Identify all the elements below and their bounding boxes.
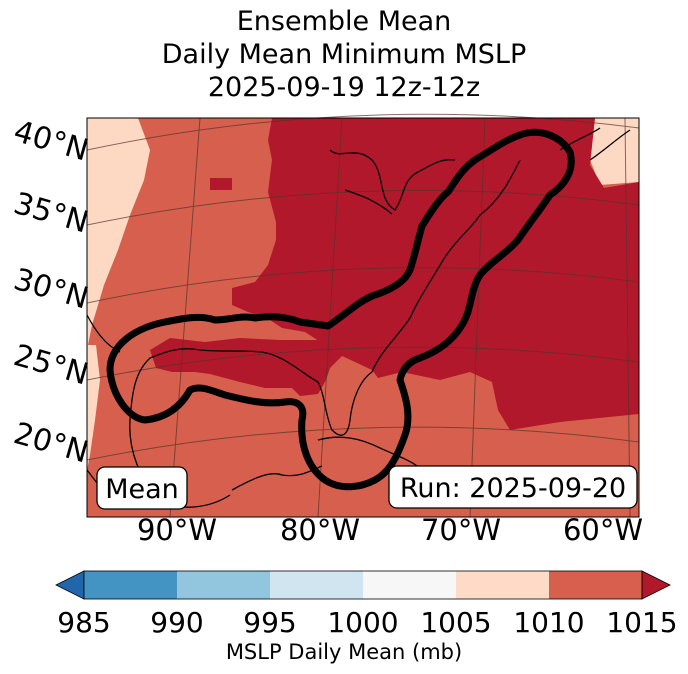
mean-box: Mean <box>96 466 188 510</box>
colorbar-bin-985-990 <box>84 571 177 599</box>
lon-label-60w: 60°W <box>563 513 643 547</box>
colorbar-extend-low <box>55 570 85 600</box>
colorbar <box>55 570 671 600</box>
colorbar-bin-995-1000 <box>270 571 363 599</box>
colorbar-label: MSLP Daily Mean (mb) <box>225 640 463 664</box>
field-1005-1010-northeast <box>590 118 639 185</box>
title-line-2: Daily Mean Minimum MSLP <box>161 39 527 70</box>
colorbar-tick-1000: 1000 <box>327 606 399 639</box>
colorbar-tick-1005: 1005 <box>420 606 492 639</box>
colorbar-tick-990: 990 <box>150 606 204 639</box>
colorbar-tick-1010: 1010 <box>513 606 585 639</box>
colorbar-tick-985: 985 <box>57 606 111 639</box>
run-label: Run: 2025-09-20 <box>400 473 626 504</box>
title-line-1: Ensemble Mean <box>236 6 452 37</box>
field-1005-1010-west <box>87 118 150 345</box>
map-frame <box>86 117 640 518</box>
colorbar-bin-1010-1015 <box>549 571 642 599</box>
lon-label-70w: 70°W <box>421 513 501 547</box>
lat-labels: 40°N 35°N 30°N 25°N 20°N <box>10 114 92 470</box>
field-1005-1010-southwest <box>87 345 100 470</box>
lat-label-40n: 40°N <box>10 114 92 168</box>
colorbar-bin-1000-1005 <box>363 571 456 599</box>
cuba <box>317 436 421 469</box>
colorbar-extend-high <box>641 570 671 600</box>
field-above-1015-gulf <box>150 338 342 396</box>
lat-label-25n: 25°N <box>10 338 92 392</box>
colorbar-tick-1015: 1015 <box>606 606 678 639</box>
lon-label-80w: 80°W <box>280 513 360 547</box>
lon-labels: 90°W 80°W 70°W 60°W <box>137 513 643 547</box>
colorbar-bin-990-995 <box>177 571 270 599</box>
lat-label-30n: 30°N <box>10 262 92 316</box>
field-above-1015-patch <box>210 178 232 190</box>
colorbar-tick-995: 995 <box>243 606 297 639</box>
title-line-3: 2025-09-19 12z-12z <box>207 72 481 103</box>
colorbar-frame <box>83 570 643 600</box>
us-east-coast <box>371 159 521 373</box>
pressure-contour <box>106 128 575 491</box>
colorbar-bin-1005-1010 <box>456 571 549 599</box>
lat-label-20n: 20°N <box>10 416 92 470</box>
run-box: Run: 2025-09-20 <box>388 465 638 509</box>
mean-label: Mean <box>105 474 179 505</box>
lat-label-35n: 35°N <box>10 186 92 240</box>
great-lakes <box>329 149 456 215</box>
lon-label-90w: 90°W <box>137 513 217 547</box>
